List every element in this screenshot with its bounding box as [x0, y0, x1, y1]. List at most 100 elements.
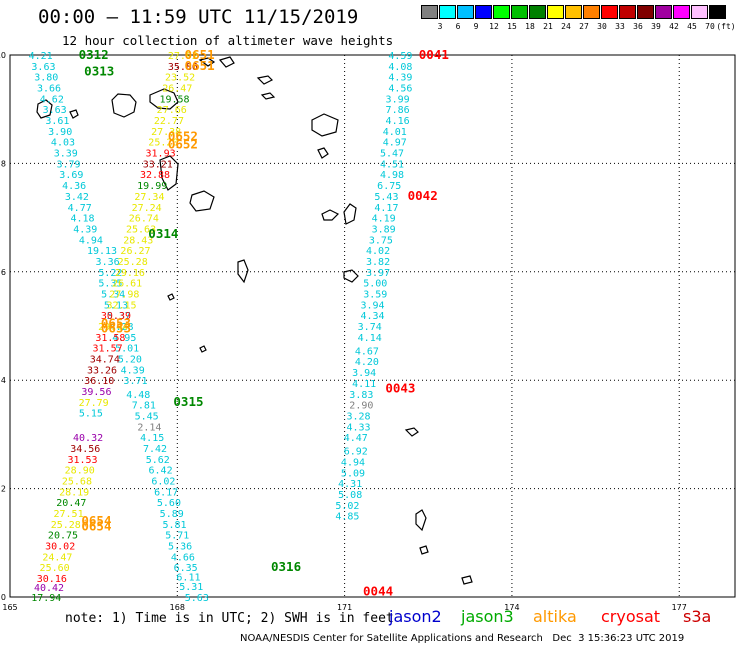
scale-label: 33 — [615, 22, 625, 31]
island-outline — [343, 269, 359, 283]
wave-height-value: 27.51 — [54, 509, 84, 520]
scale-label: 15 — [507, 22, 517, 31]
island-outline — [167, 293, 175, 301]
wave-height-value: 27.34 — [134, 192, 164, 203]
island-outline — [321, 209, 340, 221]
wave-height-value: 5.15 — [79, 409, 103, 420]
wave-height-value: 5.34 — [101, 289, 125, 300]
scale-swatch — [583, 5, 600, 19]
wave-height-value: 4.39 — [388, 73, 412, 84]
legend-jason2: jason2 — [389, 607, 442, 626]
pass-id-label: 0652 — [168, 136, 198, 151]
scale-swatch — [709, 5, 726, 19]
wave-height-value: 20.75 — [48, 531, 78, 542]
wave-height-value: 4.94 — [341, 458, 365, 469]
wave-height-value: 4.39 — [73, 224, 97, 235]
scale-label: 21 — [543, 22, 553, 31]
island-outline — [149, 88, 179, 110]
legend-cryosat: cryosat — [601, 607, 661, 626]
island-outline — [311, 113, 339, 137]
wave-height-value: 3.75 — [369, 235, 393, 246]
wave-height-value: 32.88 — [140, 170, 170, 181]
wave-height-value: 5.45 — [135, 411, 159, 422]
scale-swatch — [421, 5, 438, 19]
scale-label: 3 — [437, 22, 443, 31]
wave-height-value: 2.90 — [349, 401, 373, 412]
wave-height-value: 3.39 — [54, 149, 78, 160]
pass-id-label: 0043 — [385, 380, 415, 395]
wave-height-value: 4.31 — [338, 479, 362, 490]
latitude-label: 8 — [1, 159, 6, 168]
wave-height-value: 28.90 — [65, 466, 95, 477]
wave-height-value: 5.47 — [380, 149, 404, 160]
wave-height-value: 5.20 — [118, 355, 142, 366]
wave-height-value: 4.14 — [358, 333, 382, 344]
latitude-label: 10 — [0, 51, 6, 60]
track-values-layer: 4.213.633.803.664.623.633.613.904.033.39… — [29, 51, 413, 604]
wave-height-value: 40.32 — [73, 433, 103, 444]
wave-height-value: 4.56 — [388, 84, 412, 95]
units-note: note: 1) Time is in UTC; 2) SWH is in fe… — [65, 611, 394, 626]
longitude-label: 171 — [337, 603, 352, 612]
wave-height-value: 3.79 — [57, 159, 81, 170]
pass-id-label: 0315 — [173, 394, 203, 409]
wave-height-value: 4.97 — [383, 138, 407, 149]
scale-label: 27 — [579, 22, 589, 31]
wave-height-value: 5.60 — [157, 498, 181, 509]
island-outline — [419, 545, 429, 555]
pass-id-label: 0653 — [101, 315, 131, 330]
wave-height-value: 3.28 — [347, 411, 371, 422]
wave-height-value: 26.27 — [120, 246, 150, 257]
wave-height-value: 3.99 — [386, 94, 410, 105]
wave-height-value: 27.98 — [109, 289, 139, 300]
wave-height-value: 3.94 — [360, 300, 384, 311]
wave-height-value: 5.00 — [363, 279, 387, 290]
wave-height-value: 4.03 — [51, 138, 75, 149]
wave-height-value: 27.79 — [79, 398, 109, 409]
pass-id-label: 0654 — [81, 519, 111, 534]
wave-height-value: 4.95 — [112, 333, 136, 344]
islands-layer — [36, 56, 473, 585]
wave-height-value: 27.24 — [132, 203, 162, 214]
wave-height-value: 5.89 — [160, 509, 184, 520]
wave-height-value: 3.80 — [34, 73, 58, 84]
wave-height-value: 34.74 — [90, 355, 120, 366]
wave-height-value: 5.08 — [338, 490, 362, 501]
island-outline — [260, 92, 276, 100]
wave-height-value: 3.42 — [65, 192, 89, 203]
wave-height-value: 5.63 — [185, 593, 209, 604]
scale-label: 6 — [455, 22, 461, 31]
wave-height-value: 4.77 — [68, 203, 92, 214]
pass-id-label: 0316 — [271, 559, 301, 574]
wave-height-value: 28.19 — [59, 487, 89, 498]
scale-swatch — [601, 5, 618, 19]
credit-line: NOAA/NESDIS Center for Satellite Applica… — [240, 633, 685, 644]
wave-height-value: 5.35 — [98, 279, 122, 290]
wave-height-value: 3.63 — [43, 105, 67, 116]
scale-swatch — [565, 5, 582, 19]
wave-height-value: 25.60 — [40, 563, 70, 574]
wave-height-value: 4.18 — [70, 214, 94, 225]
island-outline — [36, 99, 53, 119]
legend-s3a: s3a — [683, 607, 712, 626]
wave-height-value: 5.13 — [104, 300, 128, 311]
wave-height-value: 27.66 — [157, 105, 187, 116]
wave-height-value: 3.59 — [363, 289, 387, 300]
wave-height-value: 5.02 — [335, 501, 359, 512]
wave-height-value: 31.53 — [67, 455, 97, 466]
scale-swatch — [475, 5, 492, 19]
scale-swatch — [655, 5, 672, 19]
latitude-label: 2 — [1, 485, 6, 494]
wave-height-value: 5.22 — [98, 268, 122, 279]
wave-height-value: 25.20 — [148, 138, 178, 149]
island-outline — [317, 147, 329, 159]
wave-height-value: 5.43 — [374, 192, 398, 203]
wave-height-value: 4.48 — [126, 390, 150, 401]
wave-height-value: 5.31 — [179, 582, 203, 593]
scale-swatch — [511, 5, 528, 19]
island-outline — [198, 57, 216, 67]
island-outline — [111, 93, 137, 118]
wave-height-value: 4.59 — [388, 51, 412, 62]
wave-height-value: 4.01 — [383, 127, 407, 138]
scale-unit: (ft) — [716, 22, 736, 31]
